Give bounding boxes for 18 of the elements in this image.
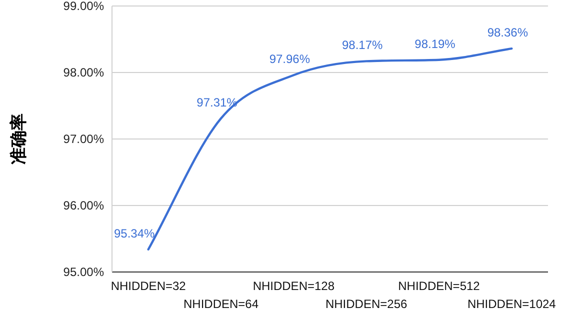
y-tick-label: 98.00% <box>63 66 104 80</box>
x-tick-label: NHIDDEN=64 <box>183 297 259 311</box>
y-tick-label: 97.00% <box>63 132 104 146</box>
y-tick-label: 95.00% <box>63 265 104 279</box>
x-tick-label: NHIDDEN=256 <box>325 297 408 311</box>
x-tick-label: NHIDDEN=512 <box>398 279 480 293</box>
data-label: 97.31% <box>196 95 238 110</box>
data-label: 98.17% <box>342 38 384 52</box>
data-label: 98.19% <box>414 36 456 51</box>
data-label: 98.36% <box>487 26 528 40</box>
y-axis-title: 准确率 <box>9 114 29 164</box>
data-label: 95.34% <box>114 226 156 240</box>
data-label: 97.96% <box>269 52 310 66</box>
y-tick-label: 96.00% <box>63 198 104 212</box>
y-tick-label: 99.00% <box>63 0 104 13</box>
x-tick-label: NHIDDEN=1024 <box>467 297 556 311</box>
x-tick-label: NHIDDEN=128 <box>252 279 335 293</box>
x-tick-label: NHIDDEN=32 <box>110 279 186 293</box>
